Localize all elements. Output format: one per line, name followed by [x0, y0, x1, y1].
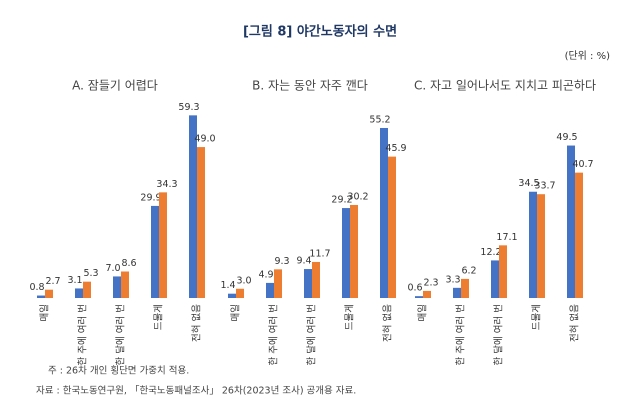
bar [304, 269, 312, 298]
value-label: 29.2 [331, 195, 352, 206]
x-tick-label: 드물게 [532, 304, 543, 330]
value-label: 34.5 [518, 178, 539, 189]
x-tick-label: 매일 [40, 304, 51, 321]
value-label: 8.6 [121, 258, 136, 269]
value-label: 45.9 [385, 143, 406, 154]
bar [266, 282, 274, 298]
bar [159, 192, 167, 298]
value-label: 29.9 [140, 192, 161, 203]
bar [575, 172, 583, 298]
source: 자료 : 한국노동연구원, 「한국노동패널조사」 26차(2023년 조사) 공… [36, 385, 356, 397]
value-label: 30.2 [347, 191, 368, 202]
panel-title: B. 자는 동안 자주 깬다 [252, 79, 368, 93]
x-tick-label: 매일 [418, 304, 429, 321]
bar [83, 281, 91, 298]
bar [121, 271, 129, 298]
figure-title: [그림 8] 야간노동자의 수면 [243, 24, 397, 40]
bar [415, 296, 423, 298]
value-label: 5.3 [83, 268, 98, 279]
value-label: 4.9 [258, 269, 273, 280]
x-tick-label: 한 달에 여러 번 [306, 304, 318, 366]
x-tick-label: 전혀 없음 [191, 304, 203, 342]
x-tick-label: 드물게 [345, 304, 356, 330]
value-label: 40.7 [572, 159, 593, 170]
x-tick-label: 한 주에 여러 번 [455, 304, 467, 366]
bar [37, 295, 45, 298]
panel-title: C. 자고 일어나서도 지치고 피곤하다 [414, 79, 596, 93]
value-label: 55.2 [369, 114, 390, 125]
value-label: 49.0 [194, 134, 215, 145]
note: 주 : 26차 개인 횡단면 가중치 적용. [48, 365, 189, 377]
bar [529, 191, 537, 298]
bar [350, 204, 358, 298]
bar [499, 245, 507, 298]
bar [236, 288, 244, 298]
bar [113, 276, 121, 298]
value-label: 33.7 [534, 181, 555, 192]
value-label: 34.3 [156, 179, 177, 190]
x-tick-label: 한 달에 여러 번 [493, 304, 505, 366]
value-label: 7.0 [105, 263, 120, 274]
value-label: 17.1 [496, 232, 517, 243]
value-label: 2.7 [45, 276, 60, 287]
bar [423, 290, 431, 298]
value-label: 9.4 [296, 256, 311, 267]
x-tick-label: 전혀 없음 [569, 304, 581, 342]
x-tick-label: 전혀 없음 [382, 304, 394, 342]
x-tick-label: 한 달에 여러 번 [115, 304, 127, 366]
x-tick-label: 한 주에 여러 번 [268, 304, 280, 366]
value-label: 3.3 [445, 274, 460, 285]
bar [75, 288, 83, 298]
bar [189, 115, 197, 298]
bar [453, 287, 461, 298]
x-tick-label: 한 주에 여러 번 [77, 304, 89, 366]
value-label: 59.3 [178, 102, 199, 113]
bar [461, 278, 469, 298]
value-label: 3.0 [236, 275, 251, 286]
value-label: 6.2 [461, 265, 476, 276]
bar [491, 260, 499, 298]
bar [567, 145, 575, 298]
x-tick-label: 매일 [231, 304, 242, 321]
value-label: 0.6 [407, 283, 422, 294]
x-tick-label: 드물게 [154, 304, 165, 330]
bar [380, 127, 388, 298]
unit: (단위 : %) [565, 49, 611, 62]
bar [388, 156, 396, 298]
bar [197, 147, 205, 298]
value-label: 11.7 [309, 248, 330, 259]
bar [45, 289, 53, 298]
value-label: 3.1 [67, 275, 82, 286]
value-label: 9.3 [274, 256, 289, 267]
bar [151, 205, 159, 298]
bar [274, 269, 282, 298]
panel-title: A. 잠들기 어렵다 [72, 79, 158, 93]
bar [537, 194, 545, 298]
bar [312, 261, 320, 298]
bar [342, 208, 350, 298]
value-label: 49.5 [556, 132, 577, 143]
bar [228, 293, 236, 298]
value-label: 2.3 [423, 277, 438, 288]
value-label: 0.8 [29, 282, 44, 293]
value-label: 1.4 [220, 280, 235, 291]
value-label: 12.2 [480, 247, 501, 258]
